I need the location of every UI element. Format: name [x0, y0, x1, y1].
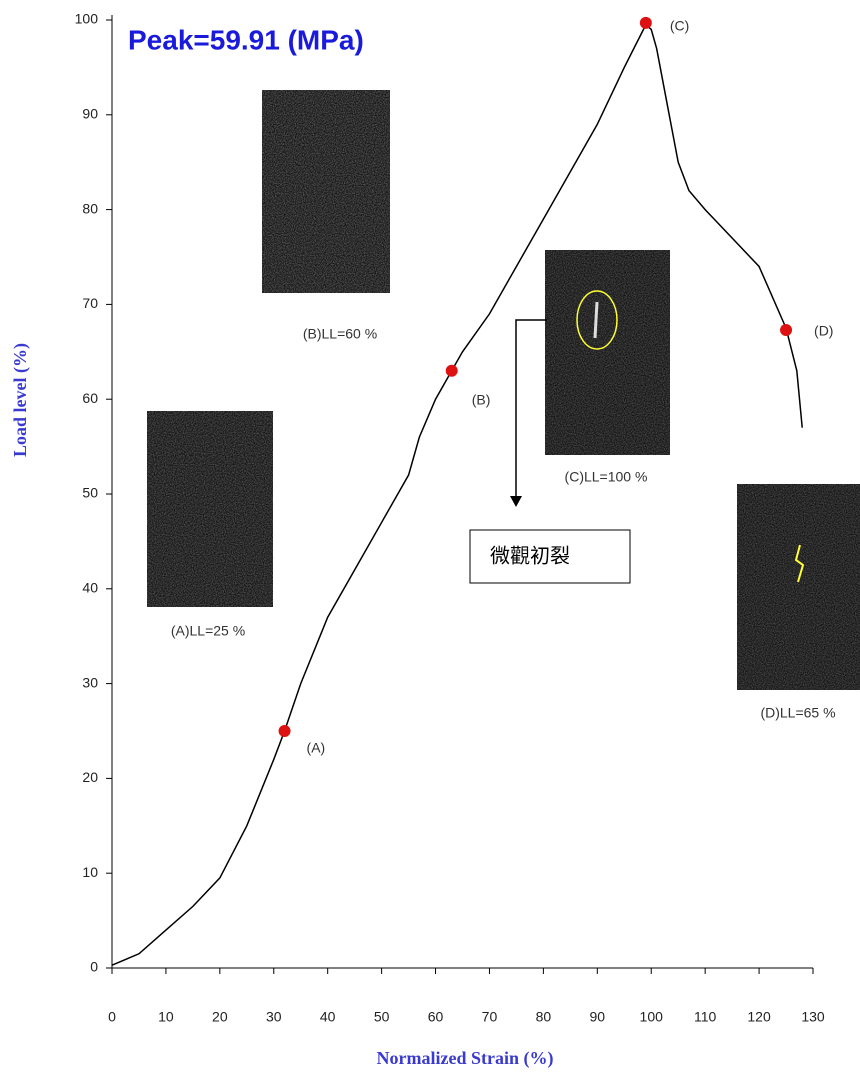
y-tick-label: 0: [90, 959, 98, 975]
micrographs: [147, 90, 860, 690]
x-tick-label: 80: [536, 1009, 552, 1025]
image-label: (A)LL=25 %: [171, 623, 245, 639]
x-tick-label: 110: [694, 1009, 717, 1025]
x-tick-label: 120: [747, 1009, 771, 1025]
x-tick-label: 50: [374, 1009, 390, 1025]
x-tick-label: 130: [801, 1009, 825, 1025]
callout-text: 微觀初裂: [490, 544, 570, 568]
y-tick-label: 90: [82, 106, 98, 122]
y-tick-label: 60: [82, 390, 98, 406]
chart: 微觀初裂 (B)LL=60 % (C)LL=100 % (A)LL=25 % (…: [0, 0, 860, 1082]
y-tick-label: 50: [82, 485, 98, 501]
x-tick-label: 20: [212, 1009, 228, 1025]
y-tick-label: 20: [82, 769, 98, 785]
x-tick-label: 10: [158, 1009, 174, 1025]
x-tick-label: 30: [266, 1009, 282, 1025]
x-tick-label: 90: [590, 1009, 606, 1025]
y-tick-label: 10: [82, 864, 98, 880]
x-tick-label: 40: [320, 1009, 336, 1025]
point-label: (B): [472, 391, 491, 407]
y-tick-label: 30: [82, 674, 98, 690]
image-label: (D)LL=65 %: [760, 705, 835, 721]
image-label: (B)LL=60 %: [303, 326, 377, 342]
image-label: (C)LL=100 %: [565, 469, 648, 485]
x-tick-label: 100: [640, 1009, 664, 1025]
y-axis-label: Load level (%): [10, 343, 31, 457]
x-tick-label: 70: [482, 1009, 498, 1025]
x-tick-label: 60: [428, 1009, 444, 1025]
point-label: (C): [670, 18, 689, 34]
y-tick-label: 40: [82, 580, 98, 596]
point: [640, 17, 652, 29]
point-label: (A): [307, 740, 326, 756]
y-tick-label: 70: [82, 295, 98, 311]
x-axis-label: Normalized Strain (%): [377, 1048, 554, 1069]
point: [446, 365, 458, 377]
point: [279, 725, 291, 737]
point: [780, 324, 792, 336]
chart-title: Peak=59.91 (MPa): [128, 24, 364, 55]
y-tick-label: 80: [82, 200, 98, 216]
point-label: (D): [814, 323, 833, 339]
x-tick-label: 0: [108, 1009, 116, 1025]
y-tick-label: 100: [75, 11, 99, 27]
